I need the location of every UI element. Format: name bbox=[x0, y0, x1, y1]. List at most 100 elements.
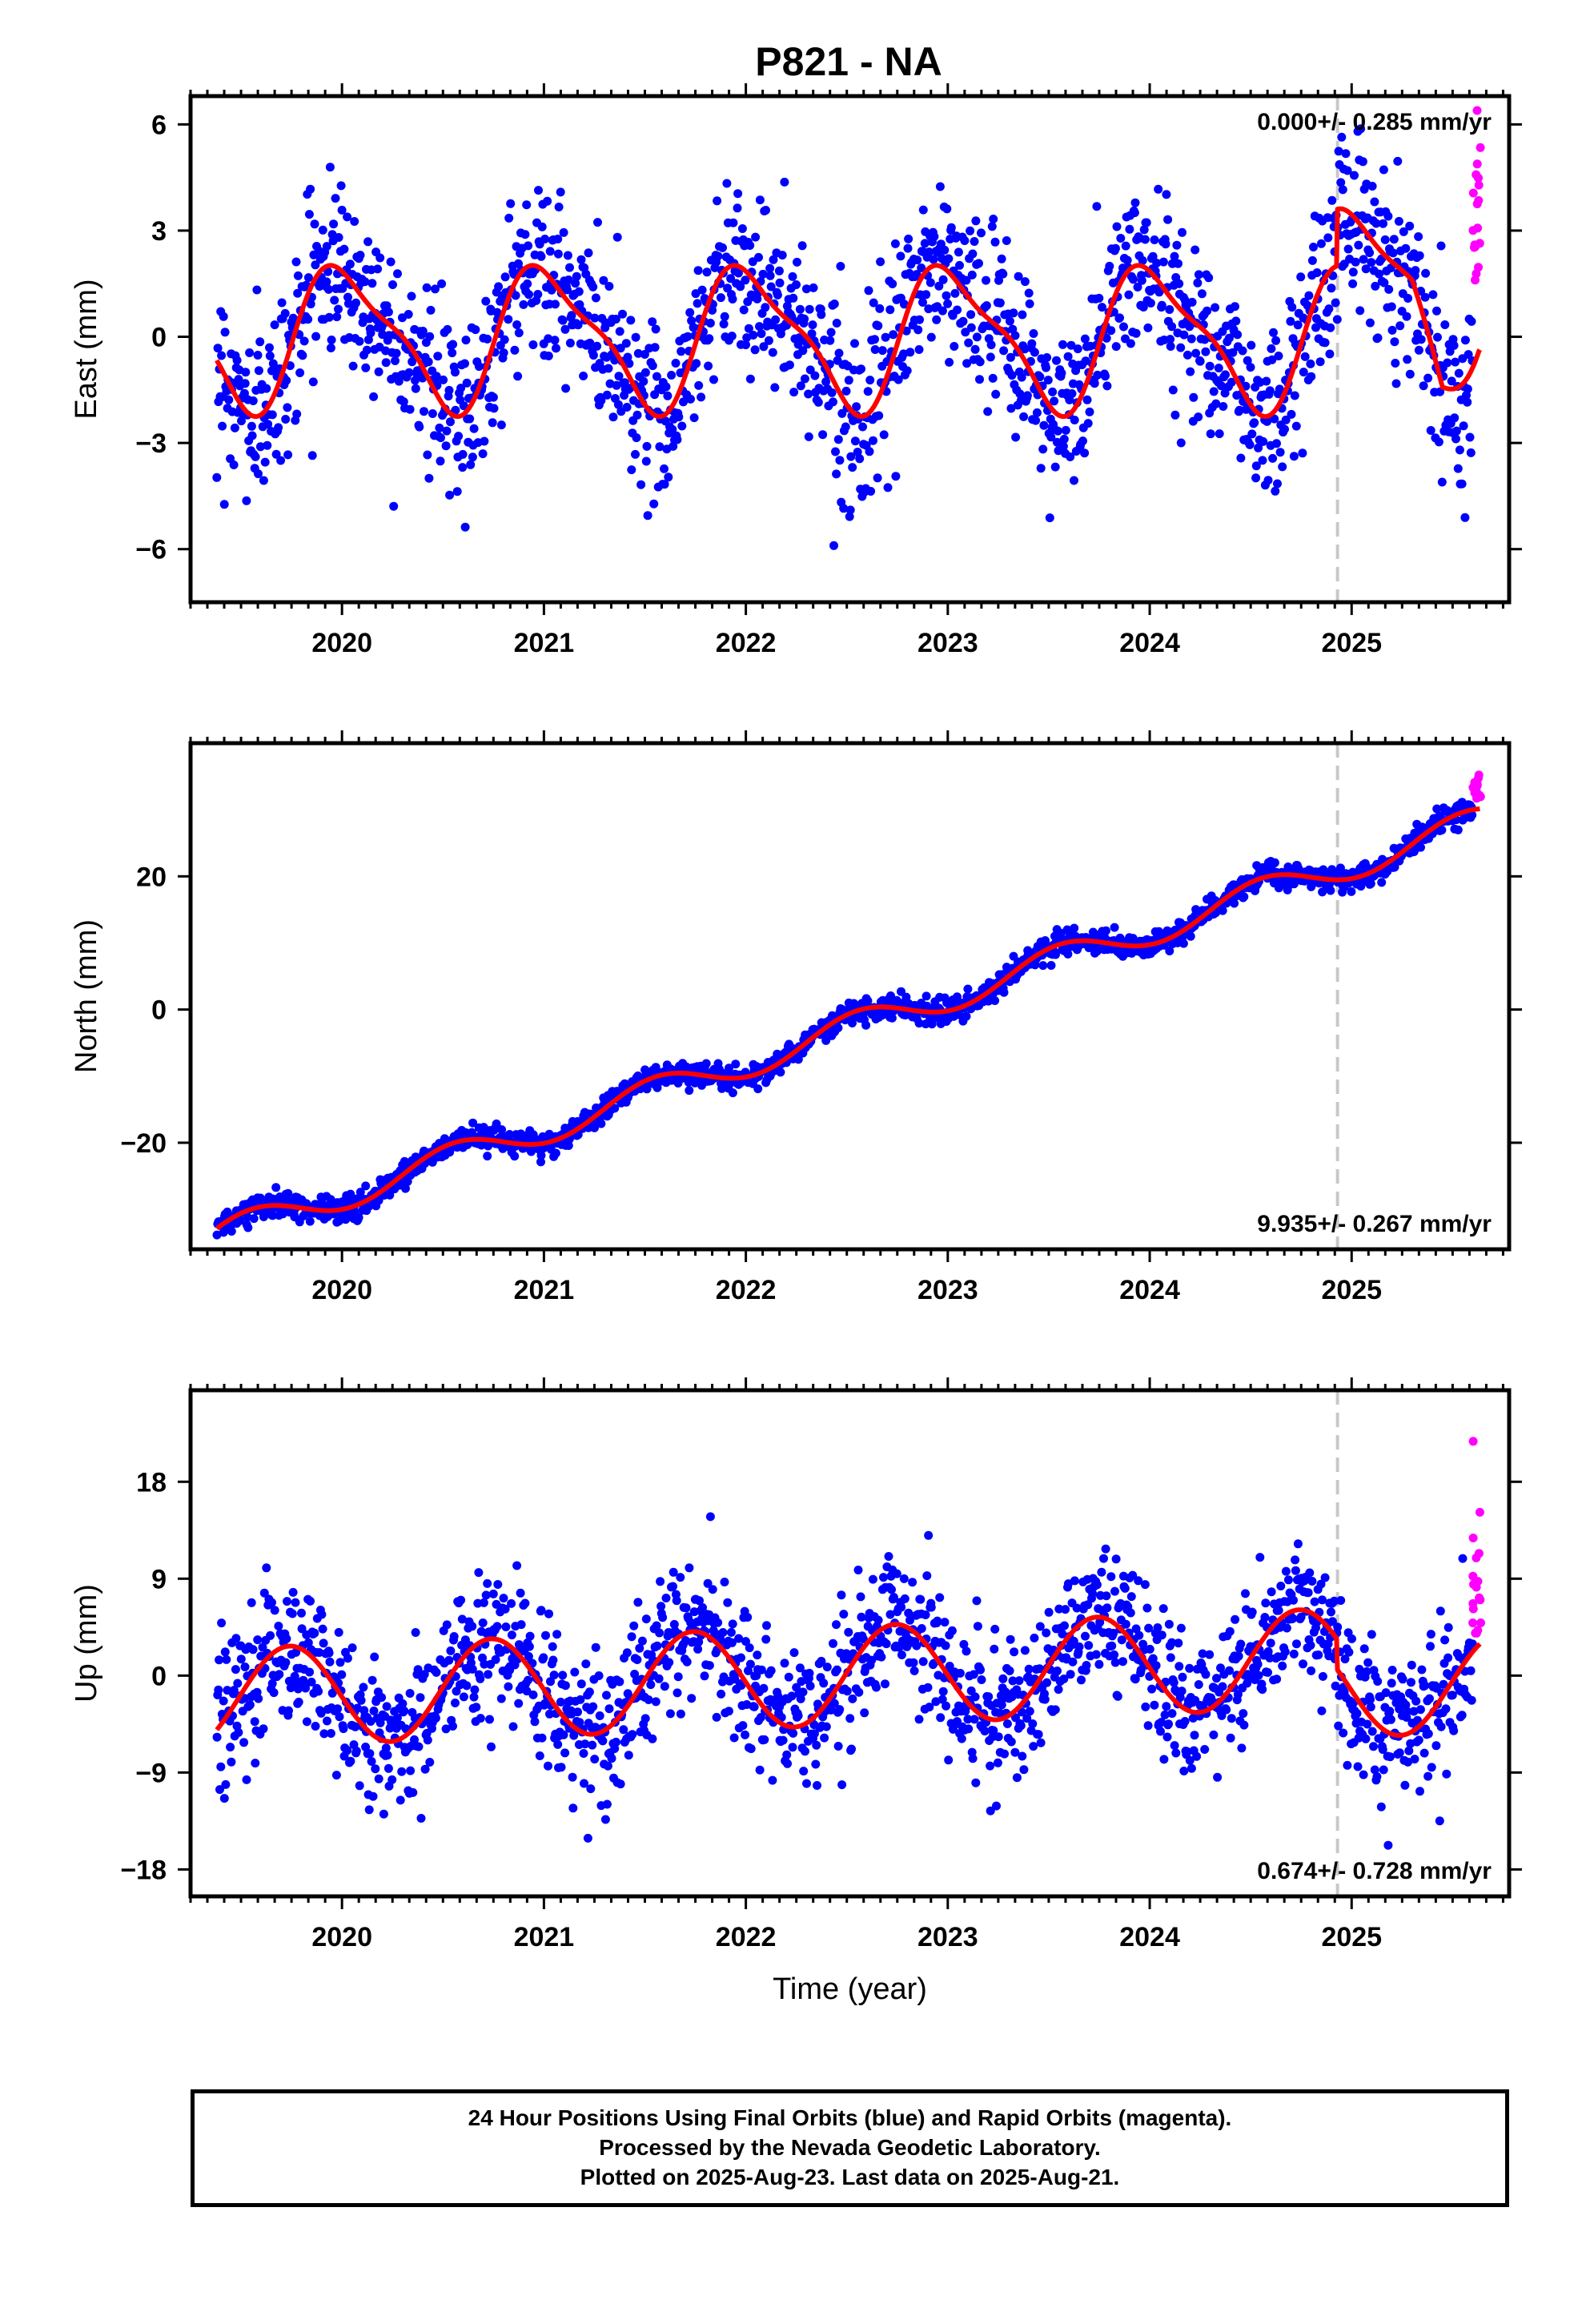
data-point bbox=[891, 472, 901, 481]
data-point bbox=[704, 361, 713, 371]
data-point bbox=[1115, 313, 1124, 323]
data-point bbox=[484, 1670, 493, 1679]
data-point bbox=[1161, 239, 1170, 249]
data-point bbox=[499, 1594, 508, 1603]
data-point bbox=[448, 340, 458, 349]
data-point bbox=[310, 219, 319, 229]
data-point bbox=[408, 1787, 418, 1797]
data-point bbox=[905, 348, 915, 357]
data-point bbox=[607, 1754, 616, 1763]
data-point bbox=[692, 359, 701, 368]
data-point bbox=[780, 177, 789, 187]
data-point bbox=[494, 282, 504, 292]
data-point bbox=[717, 1689, 726, 1699]
data-point bbox=[687, 1694, 697, 1703]
data-point bbox=[1042, 363, 1050, 372]
data-point bbox=[478, 449, 488, 459]
data-point bbox=[334, 1216, 343, 1226]
data-point bbox=[773, 290, 782, 300]
data-point bbox=[641, 456, 651, 466]
data-point bbox=[456, 1595, 466, 1605]
data-point bbox=[1036, 1738, 1046, 1747]
data-point bbox=[468, 452, 477, 462]
data-point bbox=[780, 1659, 789, 1668]
data-point bbox=[283, 403, 292, 412]
data-point bbox=[393, 269, 402, 279]
data-point bbox=[1463, 397, 1472, 407]
data-point bbox=[808, 320, 817, 330]
data-point bbox=[990, 1624, 1000, 1634]
data-point bbox=[253, 1635, 263, 1645]
data-point bbox=[326, 1729, 335, 1738]
data-point bbox=[921, 991, 931, 1001]
data-point bbox=[728, 1619, 737, 1629]
data-point bbox=[416, 1693, 425, 1703]
data-point bbox=[1265, 386, 1275, 396]
data-point bbox=[386, 257, 396, 267]
data-point bbox=[1262, 376, 1271, 386]
data-point bbox=[1241, 404, 1251, 414]
data-point bbox=[1247, 429, 1257, 439]
data-point bbox=[1414, 345, 1423, 355]
data-point bbox=[504, 213, 514, 223]
data-point bbox=[881, 1639, 891, 1649]
data-point bbox=[709, 375, 718, 384]
data-point bbox=[819, 1679, 829, 1688]
data-point bbox=[255, 442, 265, 452]
data-point bbox=[865, 376, 875, 385]
data-point bbox=[594, 1671, 604, 1680]
data-point bbox=[345, 259, 355, 269]
data-point bbox=[511, 291, 520, 300]
data-point bbox=[465, 414, 475, 424]
data-point bbox=[451, 368, 460, 377]
data-point bbox=[600, 1815, 610, 1824]
data-point bbox=[912, 270, 921, 279]
data-point bbox=[258, 1642, 267, 1652]
data-point bbox=[697, 285, 707, 295]
data-point bbox=[1186, 931, 1195, 941]
data-point bbox=[636, 480, 646, 489]
data-point bbox=[665, 1709, 675, 1719]
data-point bbox=[942, 291, 951, 300]
data-point bbox=[1122, 255, 1132, 265]
data-point bbox=[230, 423, 239, 432]
data-point bbox=[382, 1702, 391, 1711]
data-point bbox=[448, 348, 457, 358]
data-point bbox=[656, 1577, 665, 1586]
data-point bbox=[713, 196, 722, 206]
data-point bbox=[982, 275, 990, 285]
data-point bbox=[318, 1624, 327, 1634]
data-point bbox=[755, 322, 764, 332]
data-point bbox=[519, 300, 528, 309]
data-point bbox=[604, 282, 614, 291]
data-point bbox=[528, 1690, 538, 1699]
data-point bbox=[917, 1624, 926, 1633]
data-point bbox=[1233, 330, 1243, 340]
data-point bbox=[801, 1747, 809, 1756]
data-point bbox=[1312, 268, 1322, 277]
data-point bbox=[322, 242, 331, 251]
data-point bbox=[1014, 1676, 1024, 1686]
data-point bbox=[559, 1730, 568, 1739]
data-point bbox=[536, 251, 546, 261]
data-point bbox=[817, 310, 826, 320]
data-point bbox=[626, 316, 636, 325]
data-point bbox=[250, 1717, 259, 1727]
data-point bbox=[1040, 1695, 1050, 1704]
data-point bbox=[1179, 330, 1189, 340]
data-point bbox=[251, 1759, 260, 1768]
data-point bbox=[1443, 358, 1452, 368]
data-point bbox=[731, 1059, 741, 1069]
data-point bbox=[483, 334, 492, 344]
data-point bbox=[757, 329, 766, 339]
data-point bbox=[1154, 184, 1163, 194]
data-point bbox=[595, 1711, 604, 1720]
data-point bbox=[420, 407, 428, 416]
data-point bbox=[411, 384, 420, 393]
data-point bbox=[685, 308, 695, 317]
data-point bbox=[334, 1627, 343, 1637]
data-point bbox=[1447, 376, 1456, 386]
data-point bbox=[832, 1620, 841, 1630]
data-point bbox=[379, 1809, 388, 1819]
data-point bbox=[1119, 322, 1128, 332]
